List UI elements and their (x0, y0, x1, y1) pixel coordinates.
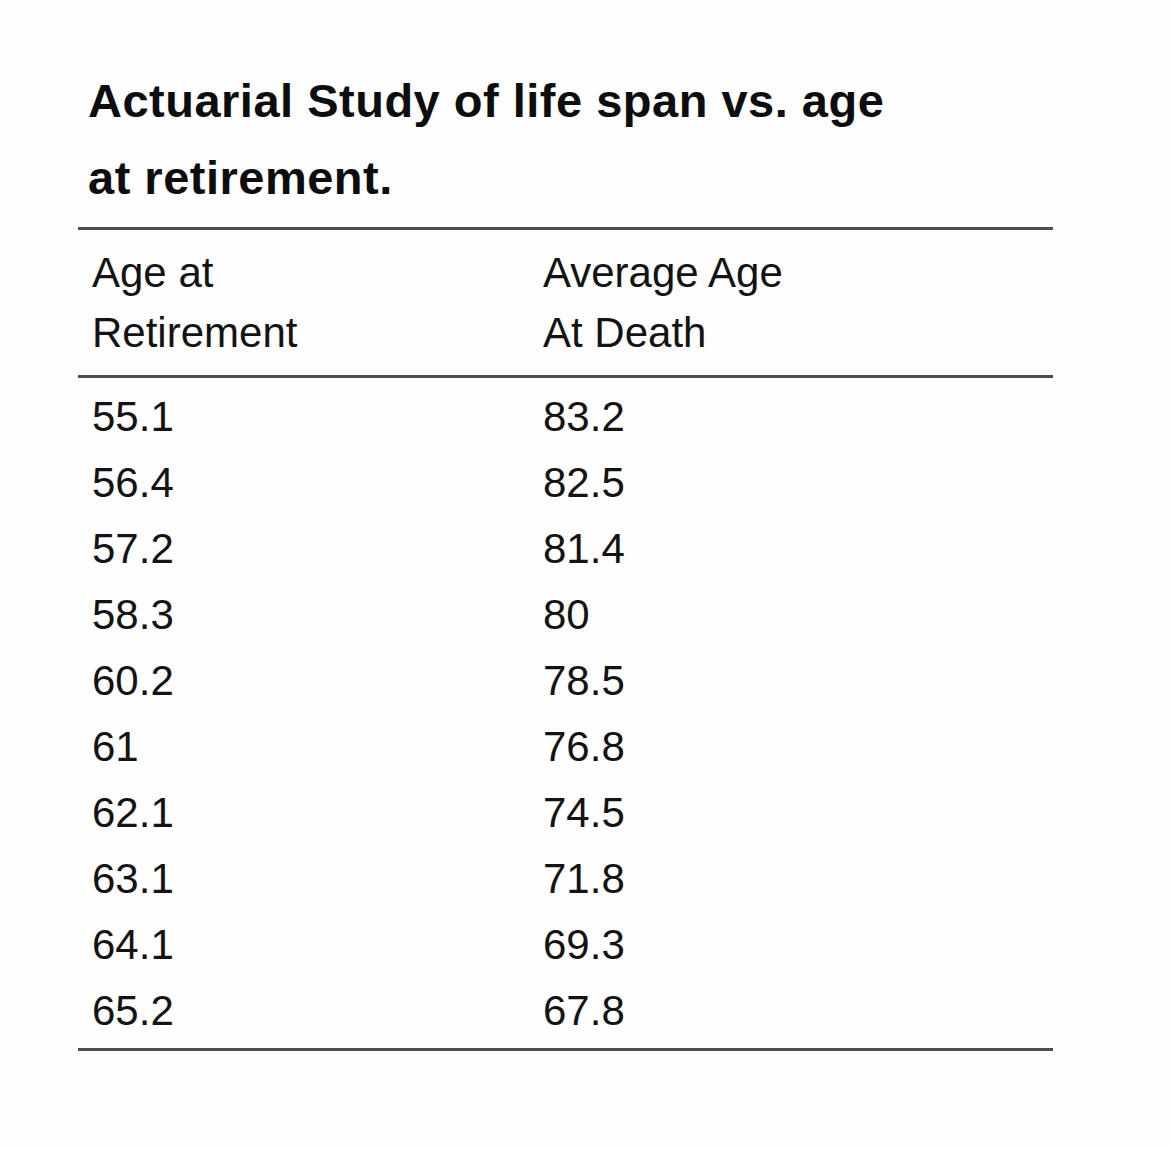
table-header-row: Age at Retirement Average Age At Death (0, 230, 1170, 375)
page-title: Actuarial Study of life span vs. age at … (0, 0, 1170, 216)
cell-average-age-at-death: 82.5 (543, 450, 1170, 516)
cell-age-at-retirement: 61 (92, 714, 543, 780)
cell-age-at-retirement: 55.1 (92, 384, 543, 450)
divider-bottom (78, 1048, 1053, 1051)
column-header-age-at-retirement: Age at Retirement (92, 243, 543, 363)
table-row: 6176.8 (0, 714, 1170, 780)
table-row: 55.183.2 (0, 384, 1170, 450)
cell-average-age-at-death: 80 (543, 582, 1170, 648)
table-row: 64.169.3 (0, 912, 1170, 978)
cell-average-age-at-death: 76.8 (543, 714, 1170, 780)
table-row: 60.278.5 (0, 648, 1170, 714)
table-row: 58.380 (0, 582, 1170, 648)
cell-average-age-at-death: 67.8 (543, 978, 1170, 1044)
cell-age-at-retirement: 65.2 (92, 978, 543, 1044)
page: Actuarial Study of life span vs. age at … (0, 0, 1170, 1149)
cell-age-at-retirement: 58.3 (92, 582, 543, 648)
cell-average-age-at-death: 74.5 (543, 780, 1170, 846)
cell-age-at-retirement: 64.1 (92, 912, 543, 978)
cell-age-at-retirement: 57.2 (92, 516, 543, 582)
table-row: 63.171.8 (0, 846, 1170, 912)
cell-average-age-at-death: 78.5 (543, 648, 1170, 714)
table-row: 57.281.4 (0, 516, 1170, 582)
cell-average-age-at-death: 69.3 (543, 912, 1170, 978)
cell-age-at-retirement: 62.1 (92, 780, 543, 846)
cell-age-at-retirement: 60.2 (92, 648, 543, 714)
cell-age-at-retirement: 56.4 (92, 450, 543, 516)
cell-average-age-at-death: 71.8 (543, 846, 1170, 912)
table-body: 55.183.256.482.557.281.458.38060.278.561… (0, 378, 1170, 1048)
table-row: 56.482.5 (0, 450, 1170, 516)
cell-age-at-retirement: 63.1 (92, 846, 543, 912)
table-row: 62.174.5 (0, 780, 1170, 846)
cell-average-age-at-death: 83.2 (543, 384, 1170, 450)
column-header-average-age-at-death: Average Age At Death (543, 243, 1170, 363)
cell-average-age-at-death: 81.4 (543, 516, 1170, 582)
table-row: 65.267.8 (0, 978, 1170, 1044)
